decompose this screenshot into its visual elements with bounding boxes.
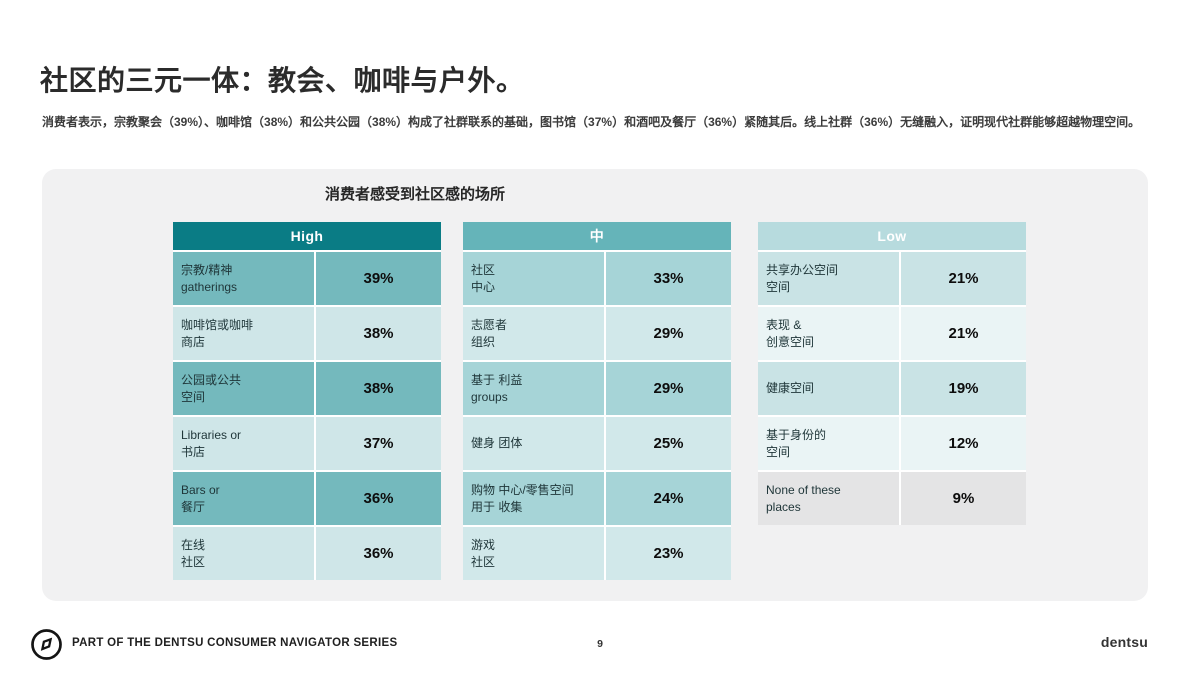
- row-value: 38%: [316, 362, 441, 415]
- row-label: 公园或公共 空间: [173, 362, 314, 415]
- row-label: 在线 社区: [173, 527, 314, 580]
- table-row: 游戏 社区 23%: [463, 527, 731, 580]
- row-value: 36%: [316, 527, 441, 580]
- row-label: Bars or 餐厅: [173, 472, 314, 525]
- row-value: 19%: [901, 362, 1026, 415]
- row-value: 12%: [901, 417, 1026, 470]
- row-label: 基于 利益 groups: [463, 362, 604, 415]
- table-row-none-of-these: None of these places 9%: [758, 472, 1026, 525]
- table-row: 基于 利益 groups 29%: [463, 362, 731, 415]
- page-title: 社区的三元一体：教会、咖啡与户外。: [40, 64, 525, 96]
- row-label: Libraries or 书店: [173, 417, 314, 470]
- row-label: None of these places: [758, 472, 899, 525]
- column-header-mid: 中: [463, 222, 731, 250]
- row-label: 购物 中心/零售空间 用于 收集: [463, 472, 604, 525]
- table-row: 健康空间 19%: [758, 362, 1026, 415]
- table-row: 志愿者 组织 29%: [463, 307, 731, 360]
- table-row: 公园或公共 空间 38%: [173, 362, 441, 415]
- table-row: 基于身份的 空间 12%: [758, 417, 1026, 470]
- table-row: 宗教/精神 gatherings 39%: [173, 252, 441, 305]
- series-label: PART OF THE DENTSU CONSUMER NAVIGATOR SE…: [72, 637, 398, 649]
- slide-footer: PART OF THE DENTSU CONSUMER NAVIGATOR SE…: [0, 622, 1200, 675]
- page-subtitle: 消费者表示，宗教聚会（39%）、咖啡馆（38%）和公共公园（38%）构成了社群联…: [42, 115, 1141, 129]
- row-label: 咖啡馆或咖啡 商店: [173, 307, 314, 360]
- row-value: 37%: [316, 417, 441, 470]
- row-label: 共享办公空间 空间: [758, 252, 899, 305]
- row-label: 游戏 社区: [463, 527, 604, 580]
- row-value: 29%: [606, 307, 731, 360]
- row-label: 基于身份的 空间: [758, 417, 899, 470]
- table-row: Bars or 餐厅 36%: [173, 472, 441, 525]
- column-mid: 中 社区 中心 33% 志愿者 组织 29% 基于 利益 groups 29% …: [463, 222, 731, 580]
- community-places-table: High 宗教/精神 gatherings 39% 咖啡馆或咖啡 商店 38% …: [173, 222, 1028, 582]
- row-value: 23%: [606, 527, 731, 580]
- table-row: 社区 中心 33%: [463, 252, 731, 305]
- row-label: 表现 & 创意空间: [758, 307, 899, 360]
- dentsu-logo: dentsu: [1100, 634, 1148, 650]
- row-label: 志愿者 组织: [463, 307, 604, 360]
- row-label: 健身 团体: [463, 417, 604, 470]
- row-value: 9%: [901, 472, 1026, 525]
- row-value: 24%: [606, 472, 731, 525]
- row-value: 33%: [606, 252, 731, 305]
- column-low: Low 共享办公空间 空间 21% 表现 & 创意空间 21% 健康空间 19%…: [758, 222, 1026, 525]
- table-row: 表现 & 创意空间 21%: [758, 307, 1026, 360]
- table-row: 共享办公空间 空间 21%: [758, 252, 1026, 305]
- row-label: 社区 中心: [463, 252, 604, 305]
- table-row: 购物 中心/零售空间 用于 收集 24%: [463, 472, 731, 525]
- table-row: 在线 社区 36%: [173, 527, 441, 580]
- row-label: 健康空间: [758, 362, 899, 415]
- chart-card: 消费者感受到社区感的场所 High 宗教/精神 gatherings 39% 咖…: [42, 169, 1148, 601]
- row-value: 36%: [316, 472, 441, 525]
- row-value: 25%: [606, 417, 731, 470]
- row-value: 29%: [606, 362, 731, 415]
- column-high: High 宗教/精神 gatherings 39% 咖啡馆或咖啡 商店 38% …: [173, 222, 441, 580]
- row-value: 39%: [316, 252, 441, 305]
- row-label: 宗教/精神 gatherings: [173, 252, 314, 305]
- row-value: 38%: [316, 307, 441, 360]
- column-header-low: Low: [758, 222, 1026, 250]
- row-value: 21%: [901, 307, 1026, 360]
- row-value: 21%: [901, 252, 1026, 305]
- chart-title: 消费者感受到社区感的场所: [325, 186, 506, 203]
- compass-icon: [31, 629, 62, 660]
- table-row: Libraries or 书店 37%: [173, 417, 441, 470]
- table-row: 健身 团体 25%: [463, 417, 731, 470]
- column-header-high: High: [173, 222, 441, 250]
- page-number: 9: [597, 638, 603, 650]
- table-row: 咖啡馆或咖啡 商店 38%: [173, 307, 441, 360]
